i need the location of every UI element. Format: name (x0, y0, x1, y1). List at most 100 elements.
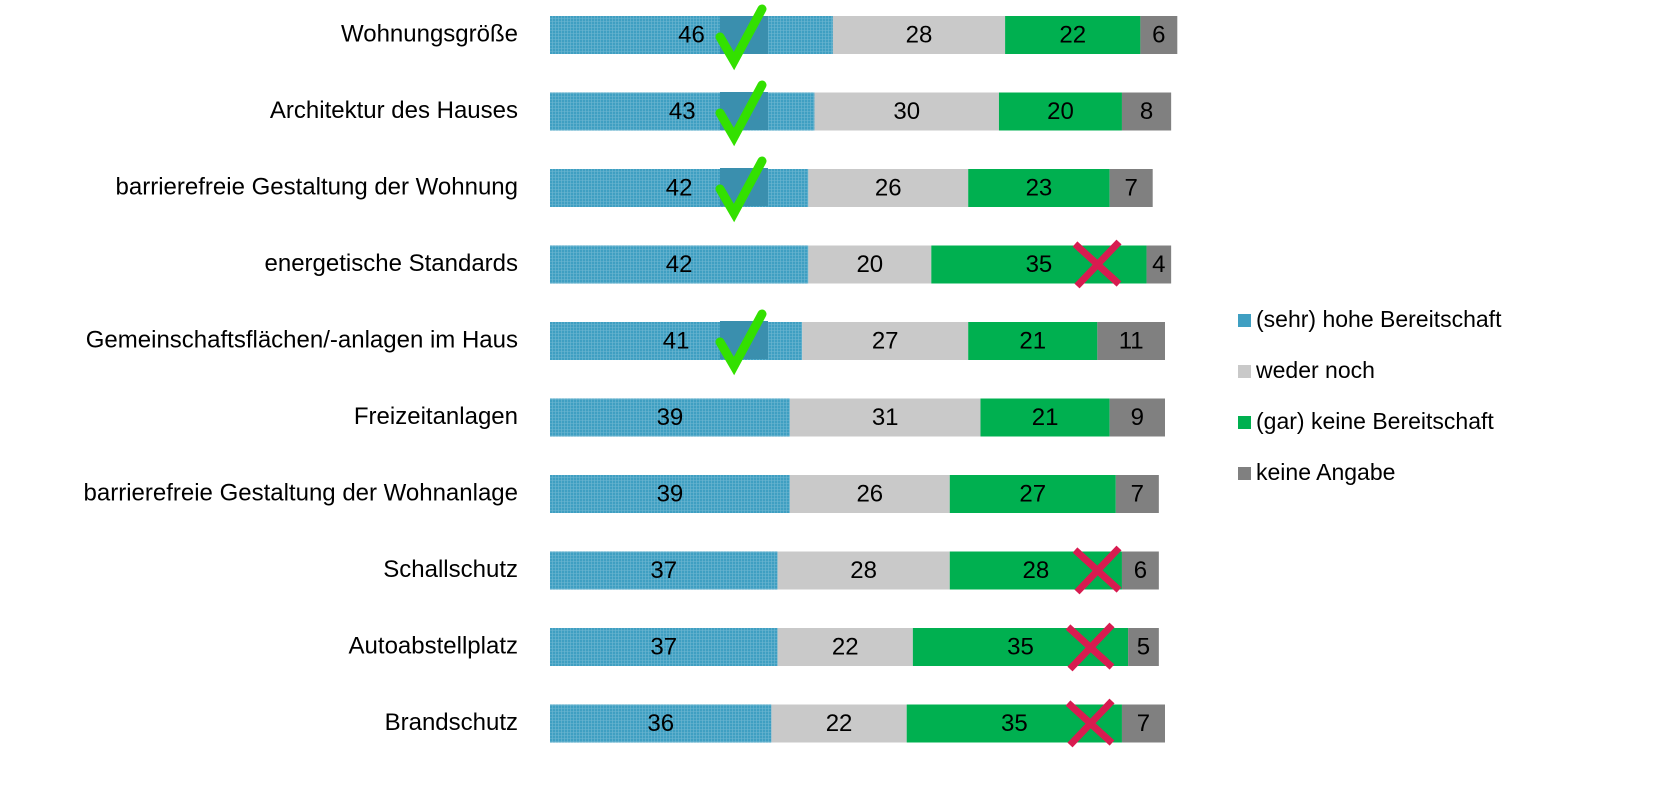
bar-segment (968, 169, 1110, 207)
bar-segment (832, 16, 1006, 54)
bar-texture (550, 475, 790, 513)
bar-segment (949, 475, 1116, 513)
value-label: 46 (678, 21, 705, 48)
value-label: 7 (1137, 710, 1150, 737)
bar-segment (1140, 16, 1178, 54)
value-label: 23 (1026, 174, 1053, 201)
bar-segment (1097, 322, 1165, 360)
value-label: 20 (1047, 98, 1074, 125)
bar-segment (1121, 551, 1159, 590)
bar-segment (1146, 245, 1172, 284)
value-label: 11 (1119, 327, 1144, 354)
bar-segment (1005, 16, 1141, 54)
bar-segment (777, 628, 913, 666)
cross-mark (1072, 545, 1122, 595)
bar-texture (550, 398, 790, 437)
value-label: 37 (650, 633, 677, 660)
value-label: 41 (663, 327, 690, 354)
value-label: 21 (1019, 327, 1046, 354)
bar-segment (1121, 704, 1165, 743)
bar-segment (808, 245, 932, 284)
bar-texture (550, 628, 778, 666)
value-label: 35 (1001, 710, 1028, 737)
legend-label: (sehr) hohe Bereitschaft (1256, 306, 1502, 332)
value-label: 42 (666, 251, 693, 278)
legend-label: weder noch (1255, 357, 1375, 383)
legend-swatch (1238, 314, 1251, 327)
value-label: 22 (1059, 21, 1086, 48)
value-label: 9 (1131, 404, 1144, 431)
value-label: 36 (647, 710, 674, 737)
value-label: 22 (832, 633, 859, 660)
category-label: Architektur des Hauses (270, 97, 518, 124)
bar-segment (1128, 628, 1159, 666)
bar-texture (550, 245, 809, 284)
bar-segment (998, 92, 1122, 131)
value-label: 20 (856, 251, 883, 278)
value-label: 35 (1026, 251, 1053, 278)
category-label: barrierefreie Gestaltung der Wohnung (116, 173, 518, 200)
bar-segment (814, 92, 999, 131)
value-label: 31 (872, 404, 899, 431)
bar-segment (777, 551, 950, 590)
category-label: barrierefreie Gestaltung der Wohnanlage (84, 479, 518, 506)
cross-mark (1065, 622, 1115, 672)
legend-swatch (1238, 365, 1251, 378)
value-label: 30 (893, 98, 920, 125)
legend-swatch (1238, 416, 1251, 429)
legend: (sehr) hohe Bereitschaft weder noch (gar) … (1238, 306, 1502, 485)
value-label: 35 (1007, 633, 1034, 660)
value-label: 27 (872, 327, 899, 354)
bar-segment (1109, 398, 1165, 437)
legend-label: keine Angabe (1256, 459, 1395, 485)
value-label: 26 (875, 174, 902, 201)
legend-label: (gar) keine Bereitschaft (1256, 408, 1494, 434)
category-label: energetische Standards (265, 250, 519, 277)
value-label: 6 (1134, 557, 1147, 584)
value-label: 5 (1137, 633, 1150, 660)
bar-segment (808, 169, 969, 207)
value-label: 27 (1019, 480, 1046, 507)
cross-mark (1065, 698, 1115, 748)
value-label: 28 (1022, 557, 1049, 584)
value-label: 28 (850, 557, 877, 584)
value-label: 4 (1152, 251, 1165, 278)
bar-texture (550, 16, 833, 54)
category-label: Wohnungsgröße (341, 20, 518, 47)
check-mark (715, 80, 768, 147)
check-mark (715, 4, 768, 71)
value-label: 43 (669, 98, 696, 125)
bar-segment (1121, 92, 1172, 131)
value-label: 39 (657, 480, 684, 507)
bar-segment (789, 475, 950, 513)
value-label: 39 (657, 404, 684, 431)
bar-texture (550, 551, 778, 590)
category-label: Autoabstellplatz (349, 632, 518, 659)
bar-segment (789, 398, 981, 437)
value-label: 22 (826, 710, 853, 737)
value-label: 6 (1152, 21, 1165, 48)
legend-swatch (1238, 467, 1251, 480)
bar-segment (968, 322, 1098, 360)
check-mark (715, 156, 768, 223)
value-label: 42 (666, 174, 693, 201)
bar-texture (550, 704, 772, 743)
value-label: 8 (1140, 98, 1153, 125)
check-mark (715, 309, 768, 376)
bar-segment (1109, 169, 1153, 207)
icons (715, 4, 1122, 748)
category-label: Schallschutz (383, 556, 518, 583)
value-label: 26 (856, 480, 883, 507)
value-label: 28 (906, 21, 933, 48)
bar-segment (802, 322, 969, 360)
value-label: 7 (1124, 174, 1137, 201)
value-label: 37 (650, 557, 677, 584)
bar-segment (771, 704, 907, 743)
category-label: Freizeitanlagen (354, 403, 518, 430)
bar-segment (980, 398, 1110, 437)
category-label: Gemeinschaftsflächen/-anlagen im Haus (86, 326, 518, 353)
value-label: 21 (1032, 404, 1059, 431)
cross-mark (1072, 239, 1122, 289)
